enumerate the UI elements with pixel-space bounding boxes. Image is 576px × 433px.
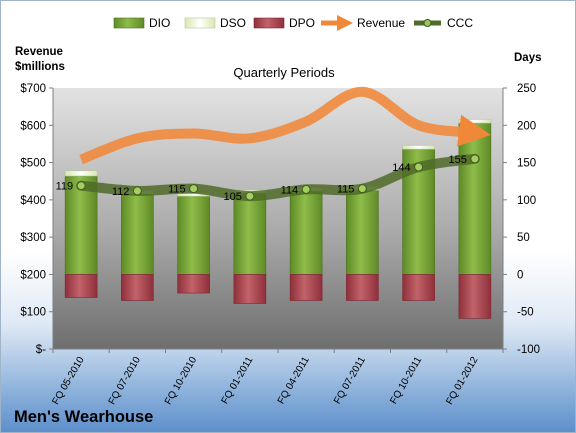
right-tick-label: 0	[517, 269, 523, 281]
ccc-point	[414, 162, 424, 172]
legend-label-dpo: DPO	[289, 16, 315, 30]
bar-dio	[346, 189, 379, 275]
x-tick-label: FQ 01-2012	[444, 355, 480, 407]
left-tick-label: $200	[20, 269, 46, 281]
ccc-point	[470, 154, 480, 164]
revenue-line	[79, 86, 491, 165]
lines-layer: 119 112 115 105 114 115 144 155	[56, 86, 491, 203]
legend-label-dio: DIO	[149, 16, 170, 30]
ccc-data-label: 115	[337, 184, 355, 196]
ccc-point	[132, 186, 142, 196]
bar-dpo	[233, 274, 267, 304]
left-tick-label: $100	[20, 307, 46, 319]
left-tick-label: $600	[20, 120, 46, 132]
x-tick-label: FQ 07-2011	[332, 355, 368, 406]
left-tick-label: $700	[20, 83, 46, 95]
right-tick-label: 200	[517, 120, 536, 132]
legend-label-revenue: Revenue	[357, 16, 405, 30]
ccc-point	[76, 181, 86, 191]
right-tick-label: 150	[517, 158, 536, 170]
right-axis-label: Days	[514, 52, 542, 64]
ccc-data-label: 105	[224, 191, 242, 203]
ccc-point	[189, 184, 199, 194]
bar-dpo	[346, 274, 379, 301]
x-tick-label: FQ 07-2010	[107, 355, 143, 407]
bar-dpo	[458, 274, 492, 319]
bar-dpo	[177, 274, 210, 294]
bar-dpo	[64, 274, 98, 298]
bar-dso	[402, 145, 435, 150]
right-tick-label: 100	[517, 195, 536, 207]
chart-title: Quarterly Periods	[233, 65, 335, 80]
x-tick-label: FQ 10-2010	[163, 355, 199, 407]
legend-label-dso: DSO	[220, 16, 246, 30]
left-tick-label: $300	[20, 232, 46, 244]
legend: DIO DSO DPO Revenue CCC	[113, 14, 473, 32]
right-tick-label: -100	[517, 344, 540, 356]
right-tick-label: 50	[517, 232, 530, 244]
x-tick-label: FQ 01-2011	[220, 355, 256, 406]
left-axis-label-line1: Revenue	[15, 46, 63, 58]
company-name: Men's Wearhouse	[14, 408, 153, 426]
x-tick-label: FQ 04-2011	[276, 355, 312, 406]
ccc-data-label: 114	[281, 184, 299, 196]
bar-dio	[121, 193, 154, 275]
bar-dio	[233, 192, 267, 275]
bars-layer	[64, 119, 492, 319]
bar-dso	[458, 119, 492, 124]
ccc-point	[357, 184, 367, 194]
ccc-data-label: 112	[112, 186, 130, 198]
legend-swatch-ccc-marker	[423, 19, 432, 27]
bar-dio	[289, 190, 323, 275]
bar-dio	[177, 195, 210, 275]
ccc-line	[76, 153, 480, 202]
left-tick-label: $-	[36, 344, 46, 356]
bar-dio	[458, 122, 492, 275]
bar-dpo	[402, 274, 435, 301]
ccc-data-label: 155	[449, 154, 467, 166]
bar-dio	[64, 175, 98, 275]
right-tick-label: -50	[517, 307, 534, 319]
legend-swatch-dso	[184, 17, 216, 29]
ccc-data-label: 144	[392, 162, 410, 174]
ccc-data-label: 115	[168, 184, 186, 196]
ccc-point	[245, 191, 255, 201]
bar-dso	[64, 170, 98, 177]
x-tick-label: FQ 10-2011	[388, 355, 424, 406]
bar-dpo	[121, 274, 154, 301]
left-tick-label: $400	[20, 195, 46, 207]
legend-swatch-dio	[113, 17, 145, 29]
left-tick-label: $500	[20, 158, 46, 170]
legend-swatch-dpo	[253, 17, 285, 29]
left-axis-label-line2: $millions	[15, 61, 65, 73]
legend-label-ccc: CCC	[447, 16, 473, 30]
bar-dpo	[289, 274, 323, 301]
ccc-data-label: 119	[56, 181, 74, 193]
right-tick-label: 250	[517, 83, 536, 95]
x-tick-label: FQ 05-2010	[51, 355, 87, 407]
ccc-point	[301, 184, 311, 194]
